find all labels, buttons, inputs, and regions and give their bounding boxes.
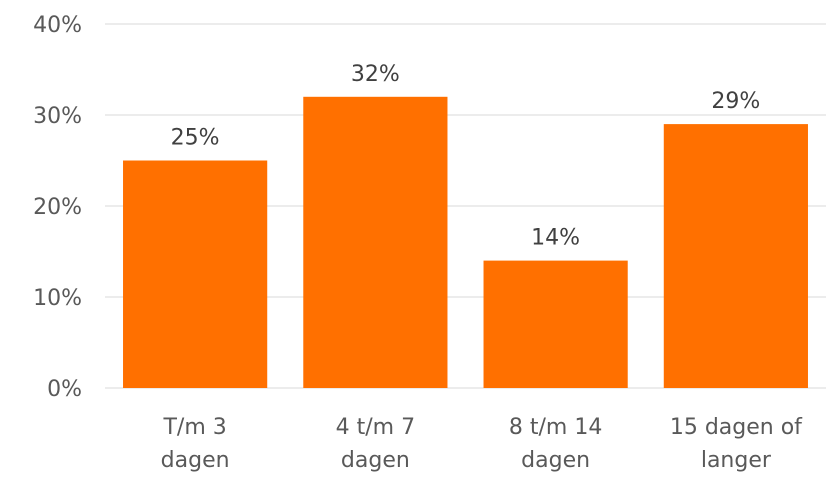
y-tick-label: 20%: [33, 195, 82, 220]
x-category-label: 8 t/m 14: [509, 415, 602, 440]
x-category-label: dagen: [161, 448, 230, 473]
bars: [123, 96, 808, 389]
y-tick-label: 30%: [33, 104, 82, 129]
data-labels: 25% 32% 14% 29%: [171, 62, 761, 251]
bar: [483, 260, 628, 388]
bar: [663, 124, 808, 388]
data-label: 14%: [531, 226, 580, 251]
y-tick-label: 0%: [47, 377, 82, 402]
data-label: 29%: [711, 89, 760, 114]
bar: [303, 96, 448, 389]
x-category-label: 4 t/m 7: [336, 415, 415, 440]
data-label: 25%: [171, 126, 220, 151]
data-label: 32%: [351, 62, 400, 87]
x-category-label: 15 dagen of: [670, 415, 803, 440]
x-category-label: langer: [701, 448, 772, 473]
x-category-label: dagen: [341, 448, 410, 473]
y-tick-label: 40%: [33, 13, 82, 38]
bar: [123, 160, 268, 388]
y-tick-label: 10%: [33, 286, 82, 311]
y-axis-ticks: 0% 10% 20% 30% 40%: [33, 13, 82, 402]
x-category-label: dagen: [521, 448, 590, 473]
x-axis-categories: T/m 3 dagen 4 t/m 7 dagen 8 t/m 14 dagen 15 da…: [161, 415, 803, 473]
x-category-label: T/m 3: [162, 415, 226, 440]
